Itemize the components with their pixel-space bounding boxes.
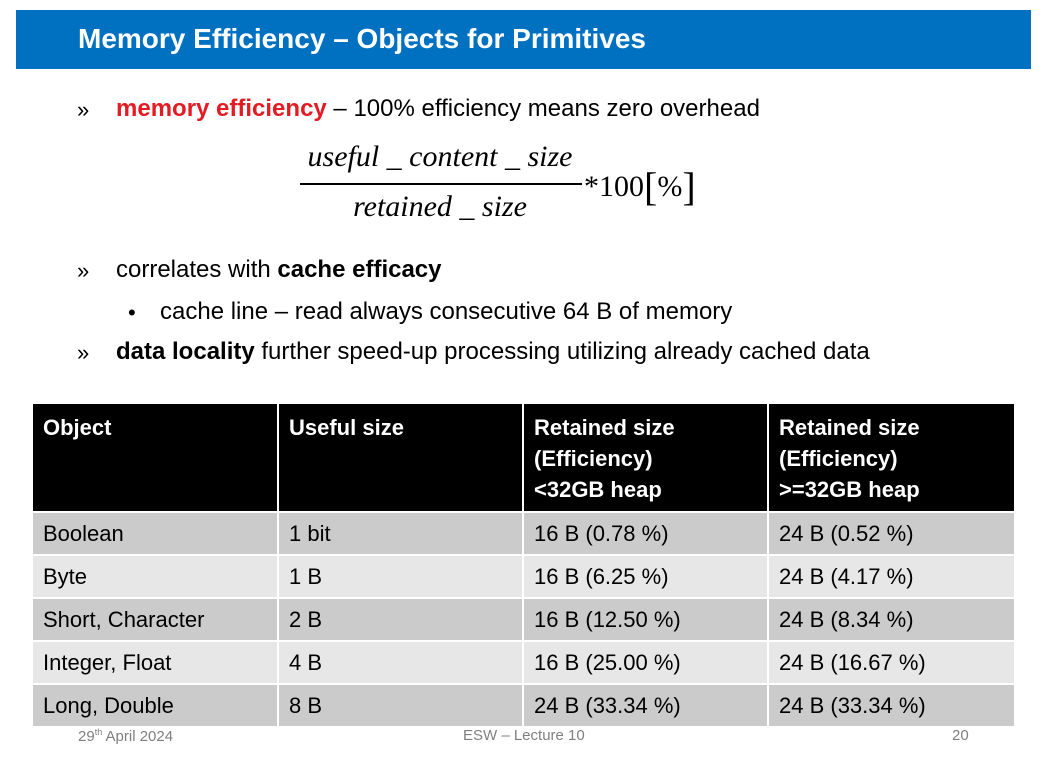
- efficiency-formula: useful _ content _ size retained _ size …: [298, 140, 718, 230]
- table-cell: Boolean: [33, 511, 279, 555]
- bullet-1: memory efficiency – 100% efficiency mean…: [116, 95, 760, 123]
- table-cell: 1 bit: [278, 511, 524, 555]
- table-cell: 24 B (33.34 %): [768, 683, 1014, 726]
- header-line: Retained size: [534, 415, 675, 440]
- bullet-marker-3: »: [77, 340, 90, 365]
- footer-date-rest: April 2024: [102, 728, 174, 745]
- table-cell: Integer, Float: [33, 640, 279, 684]
- table-row: Boolean 1 bit 16 B (0.78 %) 24 B (0.52 %…: [33, 511, 1014, 555]
- table-cell: 24 B (8.34 %): [768, 597, 1014, 641]
- bullet-marker-1: »: [77, 97, 90, 122]
- table-cell: 24 B (33.34 %): [523, 683, 769, 726]
- table-cell: 24 B (0.52 %): [768, 511, 1014, 555]
- table-cell: Long, Double: [33, 683, 279, 726]
- header-line: (Efficiency): [779, 446, 898, 471]
- table-cell: 8 B: [278, 683, 524, 726]
- bullet-2: correlates with cache efficacy: [116, 256, 442, 284]
- header-line: Retained size: [779, 415, 920, 440]
- formula-multiplier: *100[%]: [584, 163, 696, 210]
- table-cell: 24 B (16.67 %): [768, 640, 1014, 684]
- formula-multiplier-value: *100: [584, 170, 644, 203]
- bullet-1-text: – 100% efficiency means zero overhead: [326, 95, 760, 122]
- formula-bracket-close: ]: [682, 164, 696, 209]
- table-row: Byte 1 B 16 B (6.25 %) 24 B (4.17 %): [33, 554, 1014, 598]
- table-cell: 16 B (12.50 %): [523, 597, 769, 641]
- title-bar: Memory Efficiency – Objects for Primitiv…: [16, 10, 1031, 69]
- table-cell: 2 B: [278, 597, 524, 641]
- table-cell: 16 B (25.00 %): [523, 640, 769, 684]
- header-retained-large-heap: Retained size (Efficiency) >=32GB heap: [768, 404, 1014, 512]
- table-header-row: Object Useful size Retained size (Effici…: [33, 404, 1014, 512]
- header-line: <32GB heap: [534, 477, 662, 502]
- formula-fraction-line: [300, 183, 582, 185]
- header-useful-size: Useful size: [278, 404, 524, 512]
- footer-date-day: 29: [78, 728, 95, 745]
- header-object: Object: [33, 404, 279, 512]
- bullet-3: data locality further speed-up processin…: [116, 338, 870, 366]
- bullet-3-bold: data locality: [116, 338, 255, 365]
- footer-lecture: ESW – Lecture 10: [463, 727, 585, 744]
- table-cell: 1 B: [278, 554, 524, 598]
- bullet-marker-2: »: [77, 258, 90, 283]
- memory-efficiency-table: Object Useful size Retained size (Effici…: [33, 404, 1014, 726]
- bullet-2-text: correlates with: [116, 256, 278, 283]
- sub-bullet-marker: •: [128, 300, 136, 325]
- table-row: Short, Character 2 B 16 B (12.50 %) 24 B…: [33, 597, 1014, 641]
- table-cell: 24 B (4.17 %): [768, 554, 1014, 598]
- bullet-1-highlight: memory efficiency: [116, 95, 327, 122]
- header-retained-small-heap: Retained size (Efficiency) <32GB heap: [523, 404, 769, 512]
- footer-date-suffix: th: [94, 727, 103, 737]
- table-cell: 16 B (6.25 %): [523, 554, 769, 598]
- table-cell: Byte: [33, 554, 279, 598]
- table-cell: 16 B (0.78 %): [523, 511, 769, 555]
- table-cell: 4 B: [278, 640, 524, 684]
- bullet-2-bold: cache efficacy: [277, 256, 442, 283]
- formula-bracket-open: [: [644, 164, 658, 209]
- bullet-3-text: further speed-up processing utilizing al…: [254, 338, 870, 365]
- sub-bullet: cache line – read always consecutive 64 …: [160, 298, 733, 325]
- footer-page-number: 20: [952, 727, 969, 744]
- table-row: Long, Double 8 B 24 B (33.34 %) 24 B (33…: [33, 683, 1014, 726]
- header-line: Object: [43, 415, 112, 440]
- slide-title: Memory Efficiency – Objects for Primitiv…: [78, 23, 646, 54]
- formula-numerator: useful _ content _ size: [307, 140, 573, 173]
- footer-date: 29th April 2024: [78, 727, 173, 745]
- formula-unit: %: [657, 170, 683, 203]
- table-row: Integer, Float 4 B 16 B (25.00 %) 24 B (…: [33, 640, 1014, 684]
- table-cell: Short, Character: [33, 597, 279, 641]
- formula-denominator: retained _ size: [353, 190, 527, 223]
- header-line: Useful size: [289, 415, 404, 440]
- header-line: >=32GB heap: [779, 477, 920, 502]
- header-line: (Efficiency): [534, 446, 653, 471]
